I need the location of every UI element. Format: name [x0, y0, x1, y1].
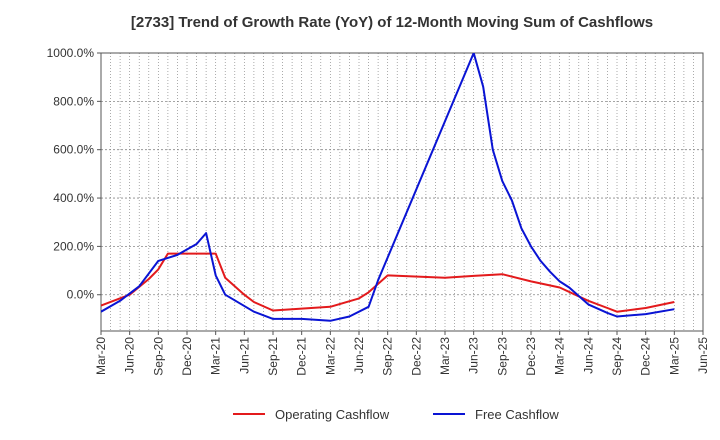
x-tick-label: Mar-20	[94, 337, 108, 375]
y-tick-label: 600.0%	[53, 143, 94, 157]
x-tick-label: Jun-23	[467, 337, 481, 374]
legend-label-free-cashflow: Free Cashflow	[475, 407, 559, 422]
x-tick-label: Sep-21	[266, 337, 280, 376]
x-tick-label: Sep-22	[381, 337, 395, 376]
y-tick-label: 1000.0%	[47, 46, 95, 60]
x-tick-label: Mar-21	[209, 337, 223, 375]
x-tick-label: Dec-22	[409, 337, 423, 376]
x-tick-label: Dec-21	[295, 337, 309, 376]
y-tick-label: 400.0%	[53, 191, 94, 205]
x-tick-label: Mar-24	[553, 337, 567, 375]
plot-area	[100, 52, 704, 332]
x-tick-label: Jun-20	[123, 337, 137, 374]
y-tick-label: 0.0%	[67, 288, 95, 302]
legend-label-operating-cashflow: Operating Cashflow	[275, 407, 390, 422]
x-tick-label: Jun-21	[237, 337, 251, 374]
chart-title: [2733] Trend of Growth Rate (YoY) of 12-…	[131, 14, 653, 31]
x-tick-label: Dec-23	[524, 337, 538, 376]
x-axis: Mar-20 Jun-20 Sep-20 Dec-20 Mar-21 Jun-21 Sep-…	[94, 331, 710, 376]
x-tick-label: Mar-25	[667, 337, 681, 375]
x-tick-label: Sep-24	[610, 337, 624, 376]
x-tick-label: Dec-24	[639, 337, 653, 376]
legend: Operating Cashflow Free Cashflow	[233, 407, 559, 422]
x-tick-label: Jun-22	[352, 337, 366, 374]
series-line-operating-cashflow	[101, 252, 675, 313]
x-tick-label: Jun-25	[696, 337, 710, 374]
y-tick-label: 200.0%	[53, 239, 94, 253]
grid	[101, 53, 703, 331]
series-layer	[101, 53, 675, 322]
series-line-free-cashflow	[101, 53, 675, 322]
y-axis: 0.0% 200.0% 400.0% 600.0% 800.0% 1000.0%	[47, 46, 101, 302]
x-tick-label: Mar-23	[438, 337, 452, 375]
y-tick-label: 800.0%	[53, 94, 94, 108]
x-tick-label: Dec-20	[180, 337, 194, 376]
x-tick-label: Jun-24	[581, 337, 595, 374]
x-tick-label: Sep-20	[151, 337, 165, 376]
x-tick-label: Mar-22	[323, 337, 337, 375]
x-tick-label: Sep-23	[495, 337, 509, 376]
